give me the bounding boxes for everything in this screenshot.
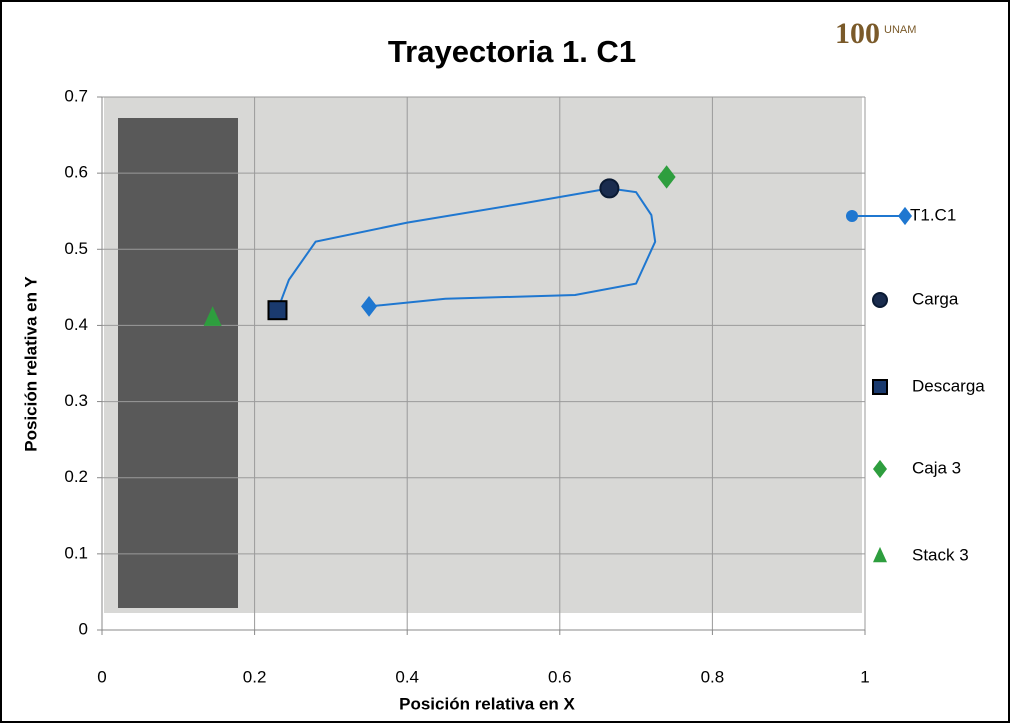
- logo-number: 100: [835, 17, 880, 50]
- y-tick-label: 0.2: [64, 467, 88, 486]
- y-tick-label: 0.3: [64, 391, 88, 410]
- x-tick-label: 0.6: [548, 667, 572, 686]
- x-tick-label: 0: [97, 667, 106, 686]
- marker: [203, 306, 222, 326]
- legend-label: Carga: [912, 289, 959, 308]
- x-tick-label: 0.4: [395, 667, 419, 686]
- legend-label: Caja 3: [912, 458, 961, 477]
- marker: [267, 300, 288, 321]
- x-tick-label: 1: [860, 667, 869, 686]
- y-tick-label: 0.5: [64, 239, 88, 258]
- legend-label: Stack 3: [912, 545, 969, 564]
- marker: [599, 178, 620, 199]
- legend-symbol: [846, 210, 858, 222]
- marker: [657, 165, 676, 189]
- chart-title: Trayectoria 1. C1: [388, 34, 636, 69]
- legend-symbol: [873, 546, 887, 563]
- legend-symbol: [898, 206, 912, 226]
- y-tick-label: 0.7: [64, 86, 88, 105]
- photo-shelf: [118, 118, 238, 608]
- legend-symbol: [872, 292, 888, 308]
- y-tick-label: 0.1: [64, 543, 88, 562]
- legend-label: T1.C1: [910, 205, 956, 224]
- x-axis-title: Posición relativa en X: [399, 694, 575, 713]
- y-tick-label: 0.4: [64, 315, 88, 334]
- trajectory-line: [276, 187, 657, 311]
- legend-symbol: [872, 379, 888, 395]
- y-axis-title: Posición relativa en Y: [21, 276, 40, 452]
- y-tick-label: 0: [79, 619, 88, 638]
- logo-text: UNAM: [884, 24, 916, 36]
- y-tick-label: 0.6: [64, 163, 88, 182]
- x-tick-label: 0.2: [243, 667, 267, 686]
- legend-label: Descarga: [912, 376, 985, 395]
- x-tick-label: 0.8: [701, 667, 725, 686]
- legend-symbol: [873, 459, 887, 479]
- marker: [361, 295, 378, 317]
